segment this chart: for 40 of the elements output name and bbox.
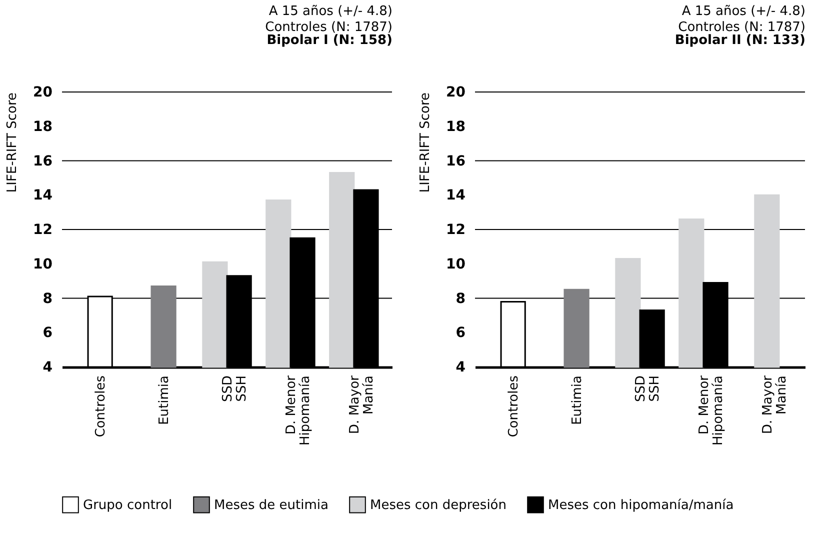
y-tick-label: 14 <box>33 188 53 204</box>
y-tick-label: 10 <box>446 256 466 272</box>
x-tick-label: Controles <box>506 375 522 438</box>
y-tick-label: 4 <box>42 360 53 376</box>
chart-title: Bipolar II (N: 133) <box>674 33 806 48</box>
y-tick-label: 8 <box>42 290 52 307</box>
legend-label: Meses con hipomanía/manía <box>548 498 734 513</box>
y-tick-label: 12 <box>446 222 466 238</box>
legend-label: Meses con depresión <box>370 498 506 513</box>
y-axis-title: LIFE-RIFT Score <box>418 92 434 193</box>
x-tick-label: D. Mayor Manía <box>760 374 790 434</box>
y-tick-label: 10 <box>33 256 53 272</box>
y-tick-label: 4 <box>456 360 466 376</box>
chart-title: Bipolar I (N: 158) <box>266 33 392 48</box>
y-tick-label: 16 <box>33 153 52 170</box>
legend-label: Meses de eutimia <box>214 498 328 513</box>
x-tick-label: D. Menor Hipomanía <box>696 374 726 446</box>
text: Controles (N: 1787) <box>678 20 806 35</box>
y-tick-label: 20 <box>33 84 53 100</box>
x-tick-label: D. Menor Hipomanía <box>284 374 313 446</box>
y-tick-label: 18 <box>33 118 52 135</box>
y-tick-label: 6 <box>456 325 466 342</box>
y-tick-label: 8 <box>456 290 466 307</box>
x-tick-label: Eutimia <box>157 376 172 425</box>
x-tick-label: D. Mayor Manía <box>347 374 376 434</box>
x-tick-label: SSD SSH <box>634 376 662 402</box>
y-tick-label: 16 <box>446 153 466 170</box>
x-tick-label: SSD SSH <box>220 376 250 402</box>
y-tick-label: 6 <box>42 325 52 342</box>
y-tick-label: 18 <box>446 118 466 135</box>
legend-label: Grupo control <box>83 498 172 513</box>
y-tick-label: 20 <box>446 84 466 100</box>
text: A 15 años (+/- 4.8) <box>682 4 806 19</box>
x-tick-label: Controles <box>94 375 109 438</box>
text: A 15 años (+/- 4.8) <box>268 4 392 19</box>
y-tick-label: 12 <box>33 222 52 238</box>
x-tick-label: Eutimia <box>570 376 586 425</box>
y-tick-label: 14 <box>446 188 466 204</box>
text: Controles (N: 1787) <box>265 20 392 35</box>
y-axis-title: LIFE-RIFT Score <box>5 92 20 193</box>
